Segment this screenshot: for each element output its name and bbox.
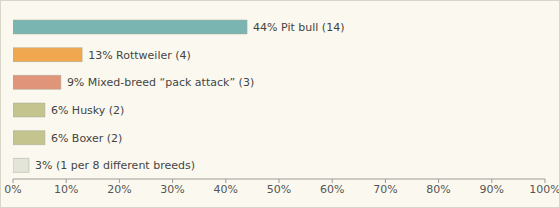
svg-text:3% (1 per 8 different breeds): 3% (1 per 8 different breeds): [35, 159, 195, 172]
svg-text:80%: 80%: [426, 183, 450, 196]
svg-text:90%: 90%: [480, 183, 504, 196]
svg-text:6% Boxer (2): 6% Boxer (2): [51, 132, 122, 145]
svg-text:0%: 0%: [8, 183, 22, 196]
svg-text:44% Pit bull (14): 44% Pit bull (14): [253, 21, 344, 34]
svg-text:10%: 10%: [54, 183, 78, 196]
svg-text:60%: 60%: [320, 183, 344, 196]
svg-text:6% Husky (2): 6% Husky (2): [51, 104, 125, 117]
svg-text:20%: 20%: [107, 183, 131, 196]
svg-text:40%: 40%: [214, 183, 238, 196]
svg-text:100%: 100%: [529, 183, 552, 196]
svg-text:9% Mixed-breed “pack attack” (: 9% Mixed-breed “pack attack” (3): [67, 76, 254, 89]
svg-text:70%: 70%: [373, 183, 397, 196]
svg-text:30%: 30%: [160, 183, 184, 196]
svg-text:50%: 50%: [267, 183, 291, 196]
svg-text:13% Rottweiler (4): 13% Rottweiler (4): [88, 49, 191, 62]
